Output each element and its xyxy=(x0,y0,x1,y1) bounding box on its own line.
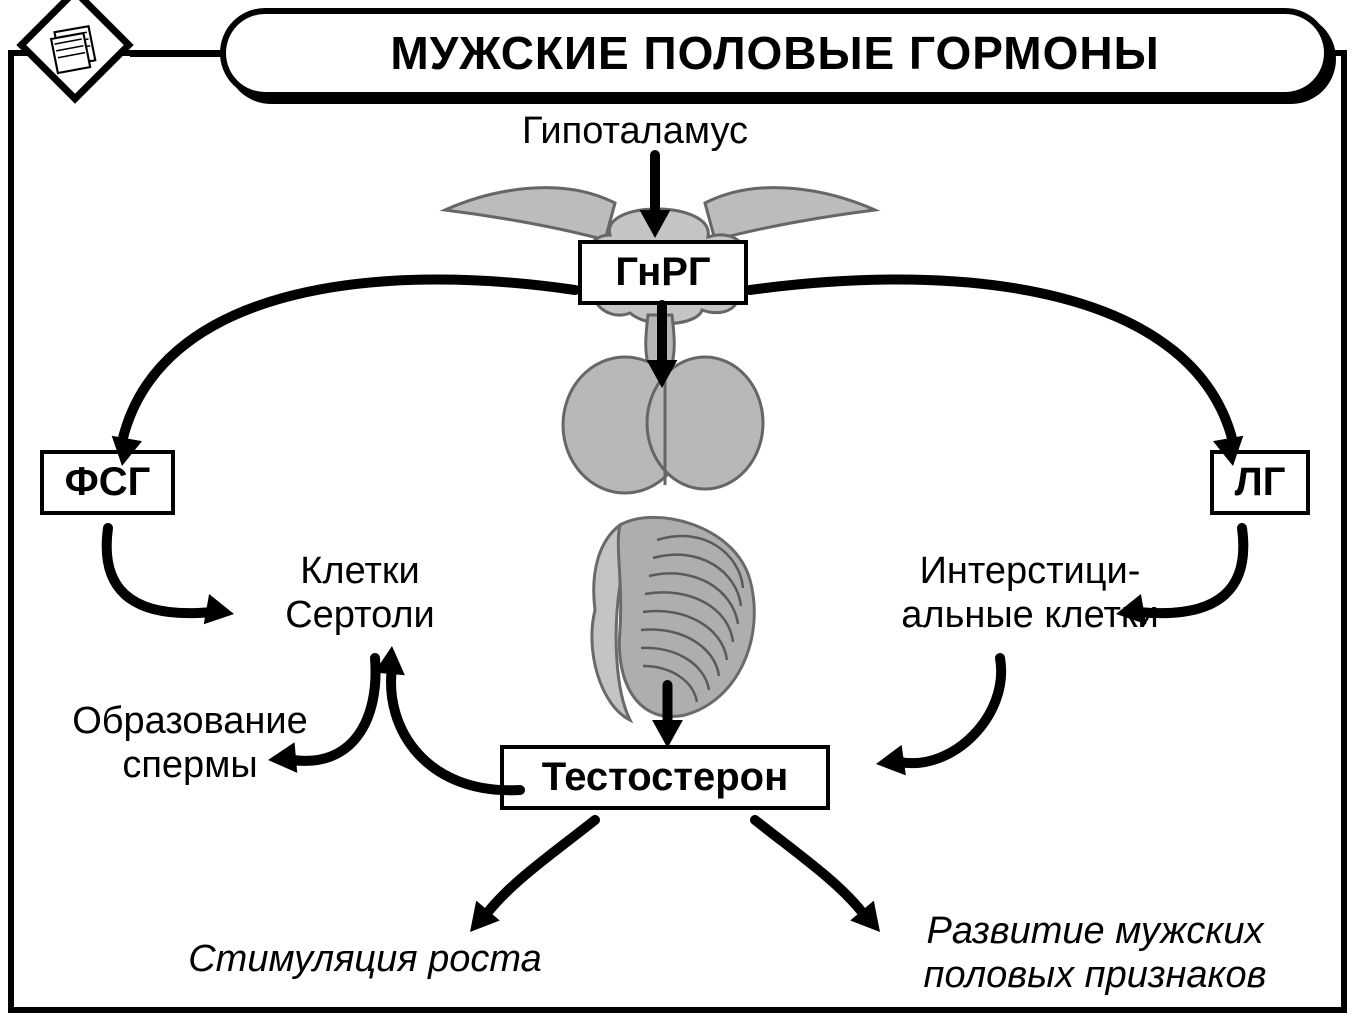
arrow-fsh-to-sertoli xyxy=(90,520,240,630)
sertoli-label: КлеткиСертоли xyxy=(210,550,510,637)
arrow-testosterone-to-sertoli xyxy=(370,640,530,800)
arrow-lh-to-interstitial xyxy=(1110,520,1260,630)
arrow-arc-left xyxy=(110,280,580,470)
title-pill: МУЖСКИЕ ПОЛОВЫЕ ГОРМОНЫ xyxy=(220,8,1330,98)
book-diamond-icon xyxy=(10,0,140,110)
arrow-testosterone-down-left xyxy=(460,810,610,940)
arrow-interstitial-down xyxy=(870,650,1020,780)
arrow-hypo-to-gnrh xyxy=(615,150,695,240)
testosterone-box: Тестостерон xyxy=(500,745,830,810)
hypothalamus-label: Гипоталамус xyxy=(470,110,800,154)
growth-label: Стимуляция роста xyxy=(130,938,600,982)
arrow-gnrh-down xyxy=(632,300,692,390)
page-title: МУЖСКИЕ ПОЛОВЫЕ ГОРМОНЫ xyxy=(390,26,1159,80)
gnrh-box: ГнРГ xyxy=(578,240,748,305)
arrow-arc-right xyxy=(745,280,1245,470)
male-characteristics-label: Развитие мужскихполовых признаков xyxy=(870,910,1320,997)
diamond-connector xyxy=(130,53,230,57)
arrow-testosterone-down-right xyxy=(740,810,890,940)
arrow-testis-down xyxy=(640,680,695,750)
